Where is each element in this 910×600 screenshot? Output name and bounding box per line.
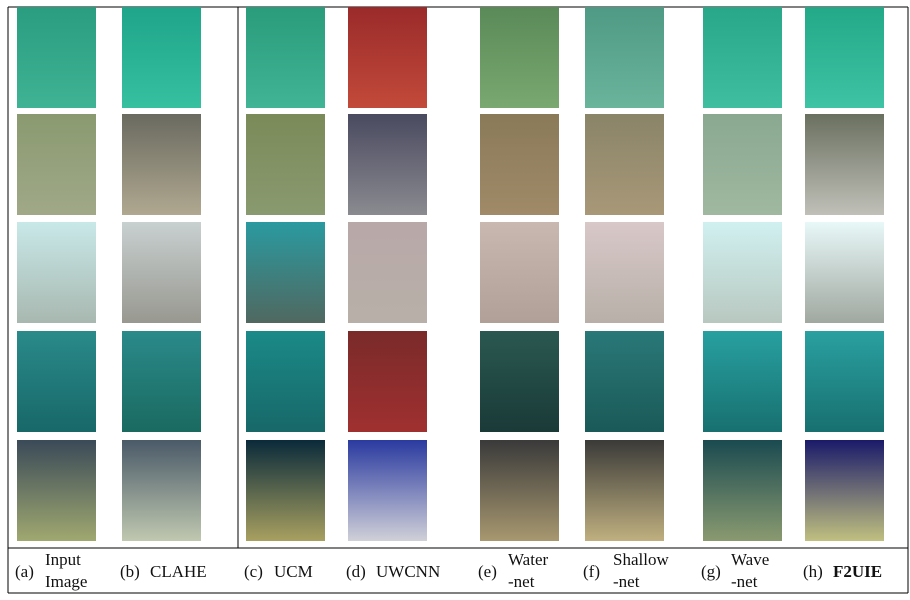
image-cell	[703, 114, 782, 215]
caption-text: CLAHE	[150, 562, 207, 581]
image-cell	[17, 331, 96, 432]
figure: (a) Input Image (b) CLAHE (c) UCM (d) UWCNN (e) Wa…	[0, 0, 910, 595]
caption-text: Input	[45, 550, 81, 569]
image-cell	[703, 7, 782, 108]
image-cell	[585, 222, 664, 323]
caption-text: UCM	[274, 562, 313, 581]
image-cell	[246, 114, 325, 215]
image-cell	[348, 440, 427, 541]
image-cell	[585, 331, 664, 432]
image-cell	[122, 440, 201, 541]
caption-text: Image	[45, 572, 87, 591]
image-cell	[246, 331, 325, 432]
image-cell	[805, 222, 884, 323]
caption-text: Shallow	[613, 550, 669, 569]
caption-text: Wave	[731, 550, 769, 569]
image-cell	[246, 222, 325, 323]
caption-text: -net	[731, 572, 758, 591]
image-cell	[703, 331, 782, 432]
image-cell	[480, 331, 559, 432]
caption-label: (h)	[803, 562, 823, 581]
image-cell	[348, 7, 427, 108]
image-cell	[246, 440, 325, 541]
caption-text: -net	[613, 572, 640, 591]
caption-text: Water	[508, 550, 548, 569]
caption-text: UWCNN	[376, 562, 440, 581]
image-cell	[348, 114, 427, 215]
image-cell	[805, 331, 884, 432]
image-cell	[17, 222, 96, 323]
image-cell	[703, 440, 782, 541]
image-cell	[480, 7, 559, 108]
image-cell	[17, 7, 96, 108]
image-cell	[348, 331, 427, 432]
image-cell	[122, 331, 201, 432]
image-cell	[17, 114, 96, 215]
caption-text: -net	[508, 572, 535, 591]
image-cell	[585, 440, 664, 541]
image-cell	[805, 7, 884, 108]
image-cell	[480, 114, 559, 215]
caption-label: (e)	[478, 562, 497, 581]
image-cell	[480, 222, 559, 323]
caption-label: (g)	[701, 562, 721, 581]
image-cell	[246, 7, 325, 108]
caption-label: (d)	[346, 562, 366, 581]
caption-text: F2UIE	[833, 562, 882, 581]
image-cell	[122, 222, 201, 323]
image-cell	[585, 7, 664, 108]
image-cell	[348, 222, 427, 323]
image-cell	[585, 114, 664, 215]
image-cell	[805, 114, 884, 215]
image-cell	[122, 7, 201, 108]
image-cell	[122, 114, 201, 215]
image-cell	[17, 440, 96, 541]
caption-label: (f)	[583, 562, 600, 581]
image-cell	[805, 440, 884, 541]
caption-label: (c)	[244, 562, 263, 581]
caption-label: (b)	[120, 562, 140, 581]
image-cell	[480, 440, 559, 541]
caption-label: (a)	[15, 562, 34, 581]
image-cell	[703, 222, 782, 323]
